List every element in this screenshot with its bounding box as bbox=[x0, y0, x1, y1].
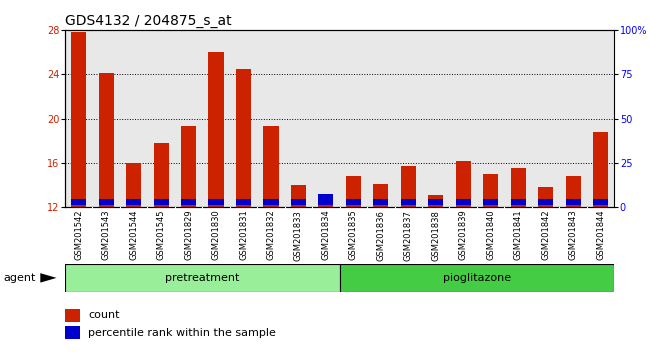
Text: GSM201839: GSM201839 bbox=[459, 210, 468, 261]
Text: GSM201836: GSM201836 bbox=[376, 210, 385, 261]
Bar bbox=[456, 161, 471, 207]
Bar bbox=[72, 199, 86, 205]
Text: GSM201545: GSM201545 bbox=[157, 210, 166, 260]
Bar bbox=[428, 199, 443, 205]
Text: GSM201842: GSM201842 bbox=[541, 210, 550, 260]
Bar bbox=[291, 199, 306, 205]
Bar bbox=[209, 199, 224, 205]
Bar bbox=[153, 199, 168, 205]
Bar bbox=[72, 32, 86, 207]
Bar bbox=[538, 187, 553, 207]
Bar bbox=[593, 199, 608, 205]
Bar bbox=[483, 199, 498, 205]
Bar bbox=[126, 163, 141, 207]
Text: GSM201829: GSM201829 bbox=[184, 210, 193, 260]
Bar bbox=[456, 199, 471, 205]
Bar bbox=[318, 194, 333, 205]
Text: percentile rank within the sample: percentile rank within the sample bbox=[88, 328, 276, 338]
Bar bbox=[65, 309, 81, 321]
Bar bbox=[346, 199, 361, 205]
Bar bbox=[428, 195, 443, 207]
Text: GSM201833: GSM201833 bbox=[294, 210, 303, 261]
Text: GSM201543: GSM201543 bbox=[101, 210, 111, 260]
Text: GSM201840: GSM201840 bbox=[486, 210, 495, 260]
Text: GSM201831: GSM201831 bbox=[239, 210, 248, 261]
Text: GSM201841: GSM201841 bbox=[514, 210, 523, 260]
Polygon shape bbox=[40, 273, 57, 282]
Text: GSM201832: GSM201832 bbox=[266, 210, 276, 261]
Bar bbox=[511, 199, 526, 205]
Bar bbox=[99, 73, 114, 207]
Text: GSM201844: GSM201844 bbox=[596, 210, 605, 260]
Text: pretreatment: pretreatment bbox=[165, 273, 239, 283]
Bar bbox=[401, 199, 416, 205]
Bar bbox=[401, 166, 416, 207]
Text: GDS4132 / 204875_s_at: GDS4132 / 204875_s_at bbox=[65, 14, 231, 28]
Bar bbox=[263, 126, 278, 207]
Bar bbox=[236, 199, 251, 205]
Bar bbox=[538, 199, 553, 205]
Bar bbox=[236, 69, 251, 207]
Bar bbox=[373, 184, 388, 207]
Text: GSM201544: GSM201544 bbox=[129, 210, 138, 260]
Bar bbox=[373, 199, 388, 205]
Text: pioglitazone: pioglitazone bbox=[443, 273, 511, 283]
Bar bbox=[65, 326, 81, 339]
Text: GSM201838: GSM201838 bbox=[431, 210, 440, 261]
Text: GSM201830: GSM201830 bbox=[211, 210, 220, 261]
Bar bbox=[483, 174, 498, 207]
Text: GSM201835: GSM201835 bbox=[349, 210, 358, 261]
Text: GSM201837: GSM201837 bbox=[404, 210, 413, 261]
Bar bbox=[566, 199, 580, 205]
Bar bbox=[511, 169, 526, 207]
Bar bbox=[339, 264, 614, 292]
Text: count: count bbox=[88, 310, 120, 320]
Bar bbox=[263, 199, 278, 205]
Text: agent: agent bbox=[3, 273, 36, 283]
Bar bbox=[291, 185, 306, 207]
Bar bbox=[346, 176, 361, 207]
Bar bbox=[126, 199, 141, 205]
Text: GSM201843: GSM201843 bbox=[569, 210, 578, 261]
Bar bbox=[181, 126, 196, 207]
Text: GSM201834: GSM201834 bbox=[321, 210, 330, 261]
Bar bbox=[209, 52, 224, 207]
Bar bbox=[318, 201, 333, 207]
Bar bbox=[65, 264, 339, 292]
Bar bbox=[566, 176, 580, 207]
Bar bbox=[181, 199, 196, 205]
Text: GSM201542: GSM201542 bbox=[74, 210, 83, 260]
Bar bbox=[593, 132, 608, 207]
Bar bbox=[153, 143, 168, 207]
Bar bbox=[99, 199, 114, 205]
